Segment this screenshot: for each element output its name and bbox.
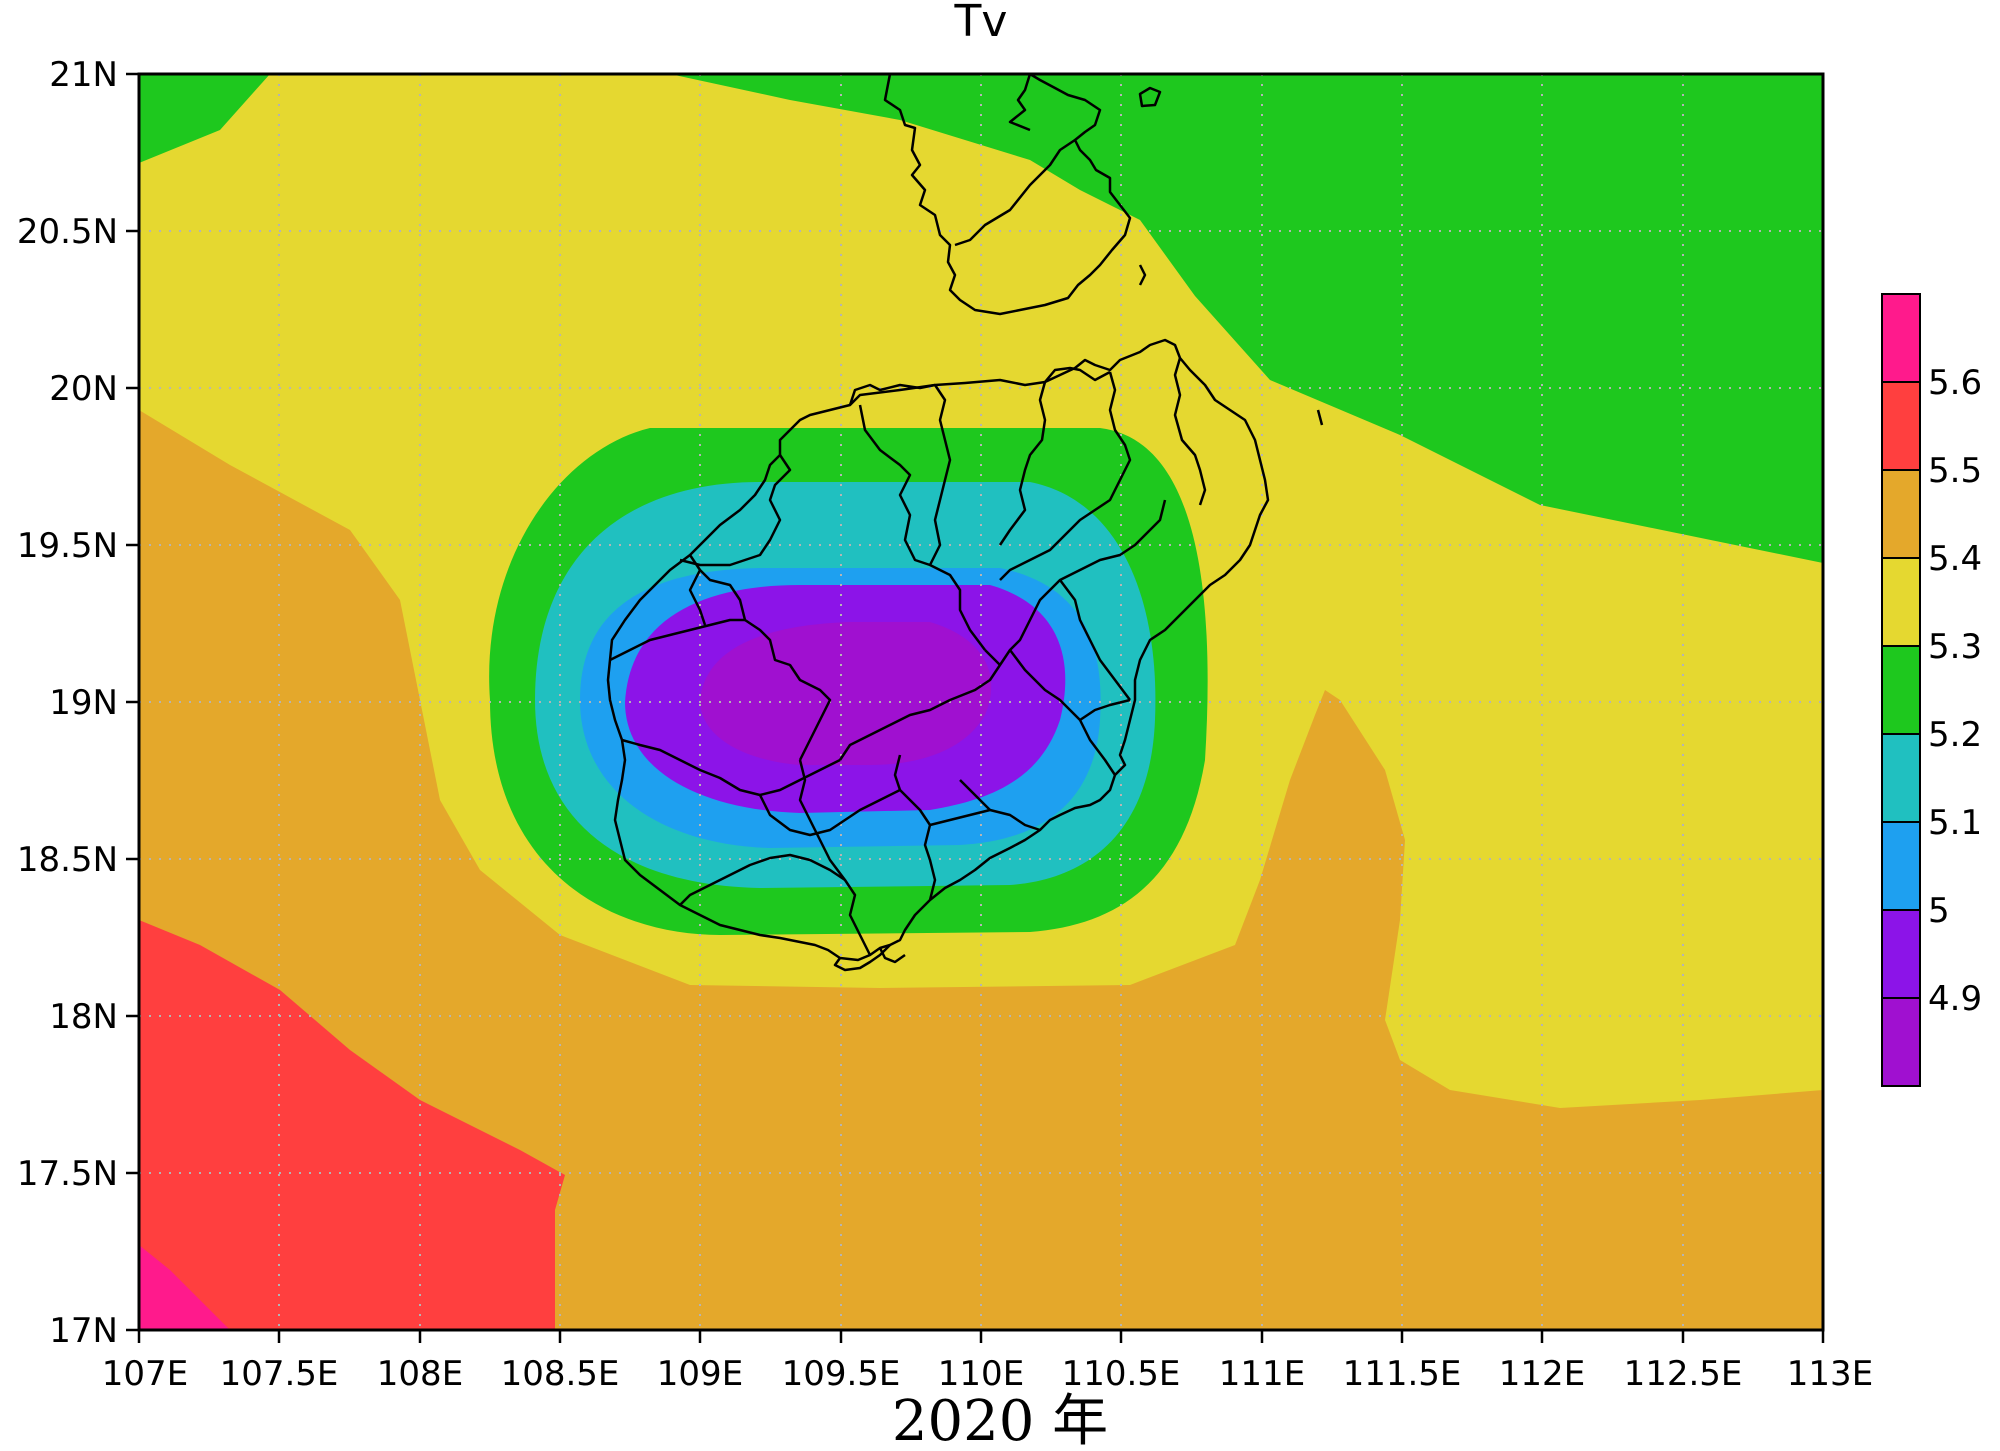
colorbar-swatch [1881, 557, 1921, 647]
y-tick-label: 18.5N [17, 840, 118, 880]
contour-5.2-northwest [139, 74, 270, 163]
colorbar-swatch [1881, 909, 1921, 999]
x-tick-label: 110.5E [1062, 1354, 1181, 1394]
grid-layer [139, 74, 1823, 1330]
colorbar-swatch [1881, 469, 1921, 559]
south-coast-detail [833, 944, 891, 972]
x-tick-label: 108.5E [501, 1354, 620, 1394]
y-tick-label: 19N [49, 683, 118, 723]
colorbar-swatch [1881, 821, 1921, 911]
colorbar-swatch [1881, 997, 1921, 1087]
hainan-island-outline [606, 338, 1270, 962]
x-tick-label: 107E [102, 1354, 188, 1394]
colorbar-label: 5 [1928, 891, 1950, 931]
colorbar-swatch [1881, 645, 1921, 735]
colorbar-label: 5.3 [1928, 627, 1982, 667]
x-tick-label: 108E [377, 1354, 463, 1394]
county-boundary [798, 759, 872, 956]
contour-5.4-west [139, 410, 1823, 1330]
colorbar-label: 5.5 [1928, 451, 1982, 491]
colorbar-label: 5.4 [1928, 539, 1982, 579]
colorbar: 5.6 5.5 5.4 5.3 5.2 5.1 5 4.9 [1881, 293, 1982, 1087]
x-tick-label: 107.5E [220, 1354, 339, 1394]
map-title: Tv [954, 0, 1008, 47]
y-tick-label: 19.5N [17, 526, 118, 566]
county-boundary [688, 569, 707, 626]
axis-ticks [126, 72, 1825, 1343]
county-boundary [998, 381, 1047, 546]
county-boundary [984, 649, 1001, 666]
contour-5.5-southwest [139, 920, 565, 1330]
colorbar-swatch [1881, 733, 1921, 823]
y-tick-label: 20.5N [17, 212, 118, 252]
county-boundary [999, 371, 1132, 581]
colorbar-label: 4.9 [1928, 979, 1982, 1019]
county-boundary [893, 754, 937, 901]
contour-5.6-corner [139, 1245, 230, 1330]
y-axis-labels: 21N 20.5N 20N 19.5N 19N 18.5N 18N 17.5N … [17, 55, 118, 1351]
county-boundary [1079, 698, 1131, 722]
y-tick-label: 20N [49, 369, 118, 409]
y-tick-label: 17N [49, 1311, 118, 1351]
contour-5.2-northeast [670, 74, 1823, 563]
colorbar-label: 5.2 [1928, 715, 1982, 755]
colorbar-swatches [1881, 293, 1921, 1087]
contour-fill-layer [139, 74, 1823, 1330]
county-boundary [688, 554, 832, 761]
east-islet [1316, 409, 1324, 426]
colorbar-labels: 5.6 5.5 5.4 5.3 5.2 5.1 5 4.9 [1928, 363, 1982, 1019]
hainan-northeast-boundary [1044, 366, 1111, 383]
y-tick-label: 18N [49, 997, 118, 1037]
county-boundary [1009, 649, 1117, 776]
colorbar-swatch [1881, 293, 1921, 383]
county-boundary [858, 404, 931, 567]
county-boundary [679, 853, 846, 906]
leizhou-peninsula-outline [883, 74, 1132, 316]
county-boundary [609, 618, 745, 662]
x-tick-label: 111E [1219, 1354, 1305, 1394]
south-coast-detail [878, 947, 906, 964]
county-boundary [838, 499, 1167, 761]
county-boundary [959, 779, 991, 811]
colorbar-label: 5.1 [1928, 803, 1982, 843]
county-boundary [928, 384, 986, 651]
y-tick-label: 17.5N [17, 1154, 118, 1194]
figure-caption: 2020 年 [892, 1389, 1108, 1451]
leizhou-islet-2 [1138, 264, 1147, 286]
leizhou-islet [1138, 86, 1162, 108]
x-axis-labels: 107E 107.5E 108E 108.5E 109E 109.5E 110E… [102, 1354, 1873, 1394]
x-tick-label: 111.5E [1343, 1354, 1462, 1394]
hainan-north-boundary [848, 383, 936, 406]
y-tick-label: 21N [49, 55, 118, 95]
coastline-layer [606, 74, 1324, 972]
colorbar-label: 5.6 [1928, 363, 1982, 403]
x-tick-label: 112.5E [1624, 1354, 1743, 1394]
county-boundary [1059, 579, 1131, 701]
x-tick-label: 110E [938, 1354, 1024, 1394]
x-tick-label: 109E [657, 1354, 743, 1394]
county-boundary [679, 454, 792, 567]
x-tick-label: 113E [1787, 1354, 1873, 1394]
leizhou-inner-boundary-2 [1008, 74, 1032, 132]
contour-4.8-core [700, 622, 992, 765]
x-tick-label: 112E [1499, 1354, 1585, 1394]
leizhou-inner-boundary [954, 138, 1076, 247]
x-tick-label: 109.5E [782, 1354, 901, 1394]
colorbar-swatch [1881, 381, 1921, 471]
county-boundary [758, 788, 901, 837]
hainan-east-bay [1173, 357, 1207, 506]
